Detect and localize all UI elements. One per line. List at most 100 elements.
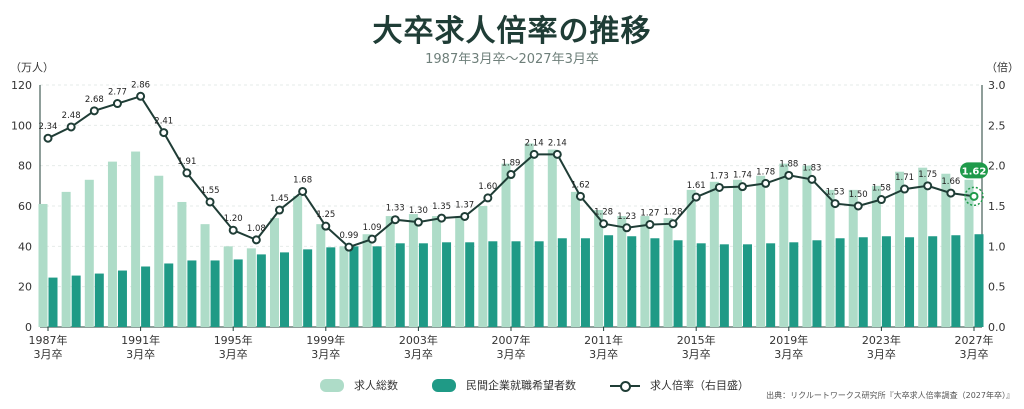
ratio-data-label: 1.62 [571,180,590,190]
x-tick-label: 1991年 [121,333,160,347]
bar-applicants [743,244,752,327]
x-tick-label-sub: 3月卒 [219,347,248,361]
bar-applicants [187,260,197,327]
y-left-unit: （万人） [10,61,54,74]
ratio-data-label: 1.30 [409,206,428,216]
ratio-data-label: 1.75 [918,170,937,180]
y-left-tick-label: 100 [11,119,32,132]
ratio-data-label: 1.83 [802,163,821,173]
ratio-data-label: 1.08 [247,224,266,234]
bar-total [408,214,418,327]
x-tick-label: 2003年 [399,333,438,347]
x-tick-label-sub: 3月卒 [497,347,526,361]
ratio-point [136,91,146,101]
ratio-point [298,186,308,196]
ratio-data-label: 1.58 [872,184,891,194]
bar-total [825,189,835,327]
ratio-data-label: 1.66 [941,177,960,187]
y-left-tick-label: 40 [18,240,32,253]
bar-applicants [256,254,266,327]
bar-total [200,224,210,327]
ratio-data-label: 2.14 [548,138,567,148]
bar-applicants [303,249,313,327]
bar-applicants [789,242,799,327]
bar-applicants [94,273,104,327]
ratio-data-label: 1.25 [316,210,335,220]
ratio-data-label: 2.34 [39,122,58,132]
ratio-point [66,122,76,132]
bar-total [61,191,71,327]
ratio-point [876,195,886,205]
bar-applicants [928,236,938,327]
ratio-data-label: 0.99 [339,231,358,241]
bar-applicants [48,277,58,327]
ratio-point [390,215,400,225]
bar-applicants [604,235,614,327]
ratio-data-label: 2.41 [154,117,173,127]
bar-applicants [905,237,915,327]
bar-total [686,189,696,327]
y-left-tick-label: 60 [18,200,32,213]
y-left-tick-label: 0 [25,321,32,334]
y-left-tick-label: 20 [18,281,32,294]
x-tick-label: 1995年 [214,333,253,347]
ratio-point [506,170,516,180]
bar-total [640,216,650,327]
ratio-data-label: 1.53 [826,188,845,198]
legend-swatch-total [320,378,344,392]
x-tick-label-sub: 3月卒 [311,347,340,361]
bar-applicants [835,238,845,327]
ratio-data-label: 1.09 [363,223,382,233]
ratio-data-label: 1.78 [756,167,775,177]
ratio-point [830,199,840,209]
ratio-point [946,188,956,198]
ratio-data-label: 1.68 [293,175,312,185]
bar-applicants [117,270,127,327]
legend-item-total: 求人総数 [320,377,398,393]
x-tick-label-sub: 3月卒 [404,347,433,361]
bar-applicants [511,241,521,327]
bar-applicants [974,234,984,327]
ratio-point [761,178,771,188]
ratio-point [275,205,284,215]
legend-swatch-applicants [432,378,456,392]
ratio-point [668,219,678,229]
ratio-point-highlight-ring [964,186,984,207]
bar-total [154,175,164,327]
ratio-point [321,221,331,231]
ratio-data-label: 1.20 [224,214,243,224]
ratio-point [599,219,609,229]
bar-total [779,163,789,327]
ratio-point [112,99,122,109]
bar-total [871,185,881,327]
ratio-point [205,197,215,207]
ratio-point [251,235,261,245]
x-tick-label: 1999年 [306,333,345,347]
ratio-data-label: 1.91 [177,157,196,167]
bar-total [594,210,604,327]
y-right-tick-label: 2.5 [988,119,1006,132]
ratio-point [900,184,910,194]
legend-label-applicants: 民間企業就職希望者数 [466,379,576,392]
bar-total [547,149,557,327]
bar-total [223,246,233,327]
bar-total [663,218,673,327]
ratio-highlight-badge [960,162,988,179]
bar-applicants [326,247,336,327]
bar-applicants [766,243,776,327]
ratio-data-label: 2.48 [62,111,81,121]
bar-total [617,216,627,327]
ratio-data-label: 1.33 [386,204,405,214]
legend-label-ratio: 求人倍率（右目盛） [650,379,749,392]
ratio-point [367,234,377,244]
ratio-point [182,168,192,178]
bar-applicants [673,240,683,327]
bar-total [385,216,395,327]
ratio-point [691,192,701,202]
bar-total [848,189,858,327]
ratio-data-label: 1.61 [687,181,706,191]
bar-total [107,161,117,327]
x-tick-label-sub: 3月卒 [126,347,155,361]
x-tick-label-sub: 3月卒 [589,347,618,361]
ratio-data-label: 1.88 [779,159,798,169]
